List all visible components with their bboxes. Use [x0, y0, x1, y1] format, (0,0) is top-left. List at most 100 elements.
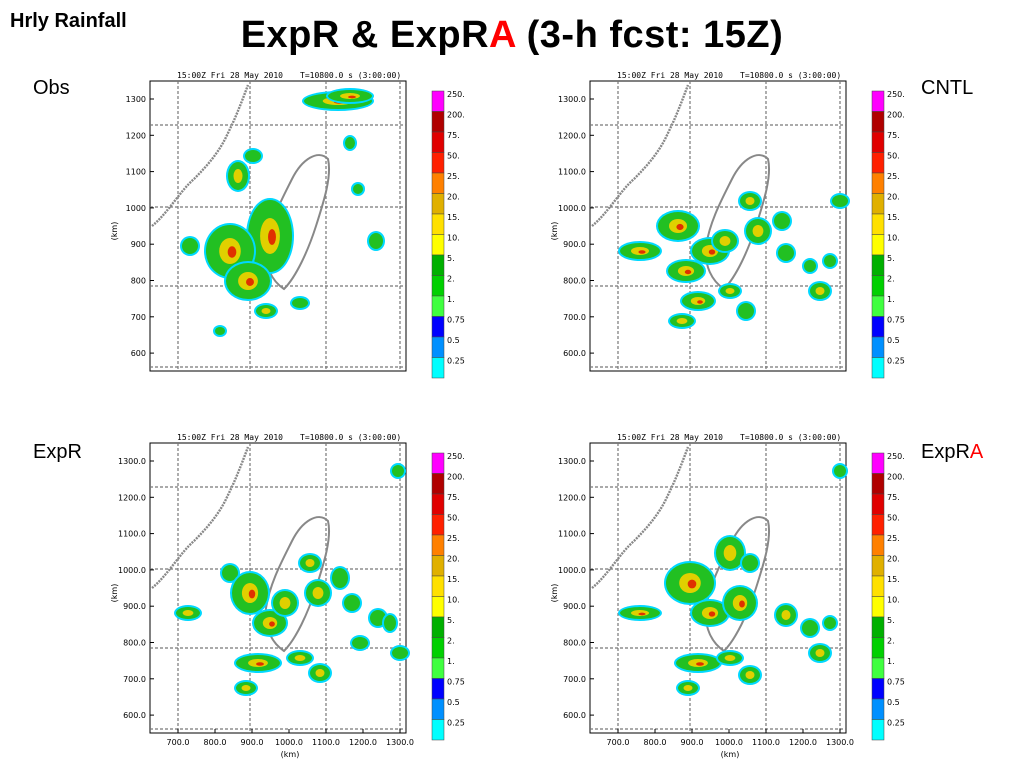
- rain-cell: [680, 291, 716, 311]
- y-tick-label: 800.0: [563, 639, 586, 648]
- colorbar-swatch: [871, 637, 885, 659]
- colorbar-swatch: [871, 493, 885, 515]
- colorbar-label: 50.: [447, 152, 460, 161]
- rain-cell: [676, 680, 700, 696]
- rain-cell: [254, 303, 278, 319]
- colorbar-swatch: [431, 596, 445, 618]
- plot-frame: [149, 442, 407, 734]
- rain-cell: [252, 609, 288, 637]
- panel-label-cntl: CNTL: [921, 77, 974, 99]
- y-tick-label: 1200.0: [558, 493, 586, 502]
- y-tick-label: 600.0: [563, 349, 586, 358]
- colorbar-swatch: [871, 172, 885, 194]
- y-tick-label: 900.0: [563, 240, 586, 249]
- colorbar-swatch: [431, 637, 445, 659]
- colorbar-label: 0.5: [447, 698, 460, 707]
- colorbar-label: 0.25: [447, 357, 465, 366]
- rain-cell: [271, 589, 299, 617]
- title-suffix: (3-h fcst: 15Z): [515, 14, 784, 56]
- rain-cell: [740, 553, 760, 573]
- colorbar-label: 75.: [887, 131, 900, 140]
- colorbar-label: 0.75: [887, 678, 905, 687]
- y-tick-label: 1100.0: [558, 168, 586, 177]
- y-tick-label: 1000.0: [558, 204, 586, 213]
- colorbar-label: 75.: [447, 131, 460, 140]
- rain-cell: [674, 653, 722, 673]
- colorbar-swatch: [871, 152, 885, 174]
- rain-cell: [822, 615, 838, 631]
- rain-cell: [808, 281, 832, 301]
- rain-cell: [330, 566, 350, 590]
- rain-cell: [350, 635, 370, 651]
- y-tick-label: 600.0: [563, 711, 586, 720]
- colorbar-swatch: [871, 295, 885, 317]
- colorbar-label: 50.: [887, 152, 900, 161]
- rain-cell: [246, 198, 294, 274]
- x-tick-label: 1000.0: [275, 738, 303, 747]
- panel-expr: 15:00Z Fri 28 May 2010 T=10800.0 s (3:00:…: [105, 430, 545, 760]
- rain-cell: [714, 535, 746, 571]
- china-coastline: [591, 84, 690, 227]
- colorbar-label: 25.: [887, 172, 900, 181]
- valid-time-text: 15:00Z Fri 28 May 2010: [177, 433, 283, 442]
- valid-time-text: 15:00Z Fri 28 May 2010: [617, 433, 723, 442]
- panel-expra: 15:00Z Fri 28 May 2010 T=10800.0 s (3:00:…: [545, 430, 985, 760]
- rain-cell: [308, 663, 332, 683]
- colorbar-swatch: [431, 152, 445, 174]
- rain-cell: [722, 585, 758, 621]
- colorbar-swatch: [431, 534, 445, 556]
- colorbar-label: 25.: [447, 172, 460, 181]
- colorbar-swatch: [871, 275, 885, 297]
- valid-time-text: 15:00Z Fri 28 May 2010: [177, 71, 283, 80]
- colorbar-label: 10.: [447, 234, 460, 243]
- rain-cell: [776, 243, 796, 263]
- y-tick-label: 800: [131, 277, 146, 286]
- rain-cell: [800, 618, 820, 638]
- colorbar-label: 75.: [447, 493, 460, 502]
- colorbar-swatch: [431, 575, 445, 597]
- colorbar-label: 5.: [887, 254, 895, 263]
- rain-cell: [343, 135, 357, 151]
- colorbar-swatch: [431, 111, 445, 133]
- x-axis-unit: (km): [721, 750, 740, 759]
- colorbar-swatch: [871, 316, 885, 338]
- title-accent: A: [489, 14, 516, 56]
- rain-cell: [382, 613, 398, 633]
- rain-cell: [772, 211, 792, 231]
- colorbar-label: 1.: [447, 657, 455, 666]
- y-axis-unit: (km): [550, 222, 559, 241]
- y-tick-label: 900: [131, 240, 146, 249]
- colorbar-label: 10.: [887, 234, 900, 243]
- colorbar-label: 0.75: [887, 316, 905, 325]
- colorbar-swatch: [871, 596, 885, 618]
- panel-label-expra: ExpRA: [921, 441, 984, 463]
- rain-cell: [390, 463, 406, 479]
- colorbar-swatch: [431, 131, 445, 153]
- rain-cell: [830, 193, 850, 209]
- colorbar-swatch: [871, 719, 885, 741]
- rain-cell: [802, 258, 818, 274]
- valid-time-text: 15:00Z Fri 28 May 2010: [617, 71, 723, 80]
- rain-cell: [666, 259, 706, 283]
- page-title: ExpR & ExpRA (3-h fcst: 15Z): [0, 14, 1024, 57]
- colorbar-swatch: [431, 657, 445, 679]
- colorbar-label: 5.: [887, 616, 895, 625]
- rain-cell: [736, 301, 756, 321]
- colorbar-swatch: [431, 275, 445, 297]
- colorbar-label: 0.75: [447, 316, 465, 325]
- colorbar-label: 15.: [887, 213, 900, 222]
- colorbar-swatch: [431, 295, 445, 317]
- colorbar-swatch: [431, 678, 445, 700]
- rain-cell: [351, 182, 365, 196]
- x-axis-unit: (km): [281, 750, 300, 759]
- rain-cell: [738, 665, 762, 685]
- colorbar-label: 250.: [887, 452, 905, 461]
- y-tick-label: 900.0: [563, 602, 586, 611]
- colorbar-swatch: [871, 514, 885, 536]
- colorbar-label: 0.5: [887, 336, 900, 345]
- rain-cell: [298, 553, 322, 573]
- panel-cntl: 15:00Z Fri 28 May 2010 T=10800.0 s (3:00:…: [545, 68, 985, 398]
- rain-cell: [711, 229, 739, 253]
- colorbar-label: 0.25: [887, 719, 905, 728]
- colorbar-swatch: [871, 657, 885, 679]
